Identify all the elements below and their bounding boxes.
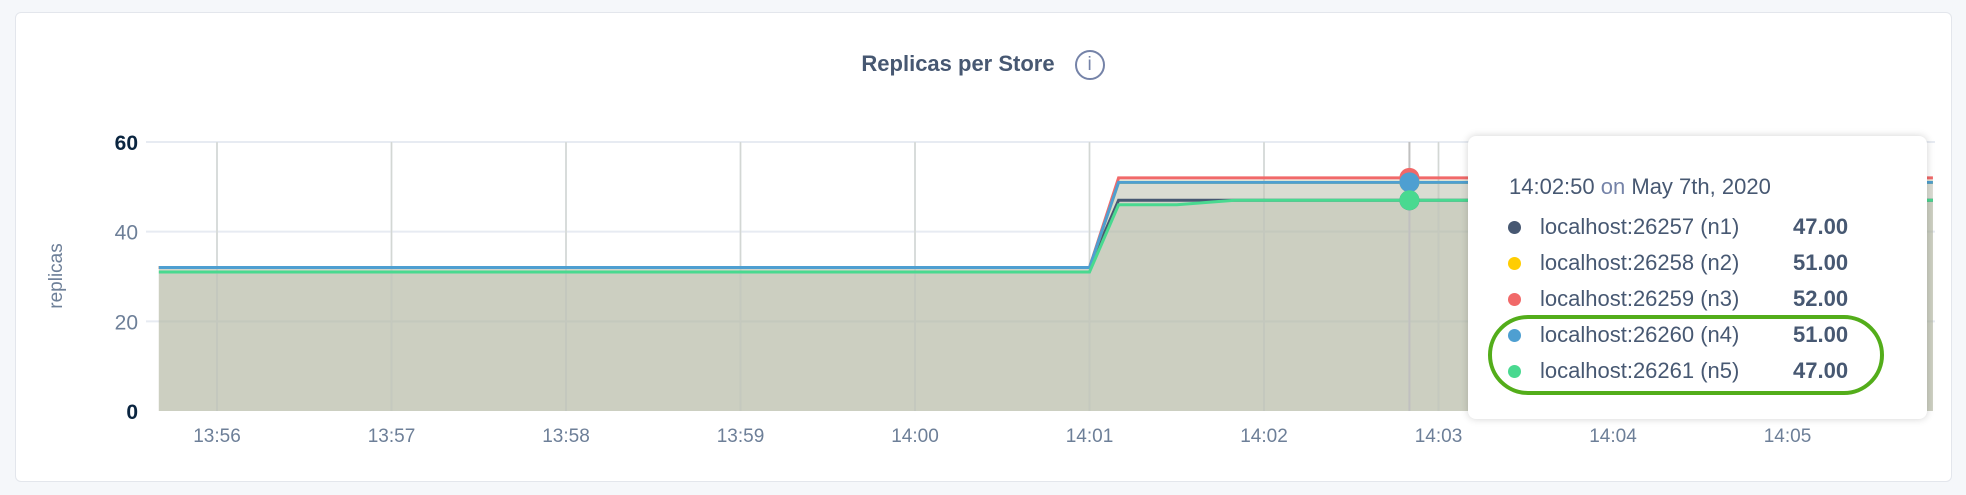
tooltip-row-label: localhost:26261 (n5) (1540, 358, 1740, 383)
tooltip-header: 14:02:50 on May 7th, 2020 (1509, 174, 1771, 200)
tooltip-row: localhost:26259 (n3) 52.00 (1508, 284, 1908, 314)
x-tick-label: 13:58 (542, 426, 590, 447)
series-dot-icon (1508, 257, 1521, 270)
tooltip-row-value: 47.00 (1793, 358, 1849, 383)
x-tick-label: 13:59 (717, 426, 765, 447)
x-tick-label: 14:01 (1066, 426, 1114, 447)
tooltip-time: 14:02:50 (1509, 174, 1595, 199)
tooltip-row-value: 52.00 (1793, 286, 1849, 311)
x-tick-label: 13:57 (368, 426, 416, 447)
y-axis-label: replicas (46, 243, 67, 308)
y-tick-label: 40 (115, 222, 138, 245)
tooltip-row-label: localhost:26258 (n2) (1540, 250, 1740, 275)
tooltip-row: localhost:26260 (n4) 51.00 (1508, 320, 1908, 350)
tooltip-row-label: localhost:26257 (n1) (1540, 214, 1740, 239)
tooltip-row: localhost:26257 (n1) 47.00 (1508, 212, 1908, 242)
chart-title-text: Replicas per Store (861, 50, 1055, 76)
series-dot-icon (1508, 221, 1521, 234)
x-tick-label: 14:02 (1240, 426, 1288, 447)
highlight-ellipse (1488, 315, 1884, 395)
series-line (158, 198, 1933, 274)
series-dot-icon (1508, 293, 1521, 306)
x-tick-label: 14:05 (1764, 426, 1812, 447)
x-tick-label: 14:00 (891, 426, 939, 447)
tooltip-row-label: localhost:26259 (n3) (1540, 286, 1740, 311)
y-tick-label: 20 (115, 311, 138, 334)
y-tick-label: 0 (126, 401, 138, 424)
tooltip-on: on (1600, 174, 1626, 199)
tooltip-date: May 7th, 2020 (1631, 174, 1771, 199)
y-tick-label: 60 (115, 132, 138, 155)
chart-title: Replicas per Store i (0, 50, 1966, 80)
tooltip-row: localhost:26258 (n2) 51.00 (1508, 248, 1908, 278)
tooltip-row-label: localhost:26260 (n4) (1540, 322, 1740, 347)
tooltip-row-value: 47.00 (1793, 214, 1849, 239)
info-icon[interactable]: i (1074, 50, 1105, 80)
x-tick-label: 14:04 (1589, 426, 1637, 447)
x-tick-label: 14:03 (1415, 426, 1463, 447)
x-tick-label: 13:56 (193, 426, 241, 447)
hover-point (1399, 172, 1420, 193)
hover-point (1399, 190, 1420, 211)
tooltip-row-value: 51.00 (1793, 250, 1849, 275)
tooltip-row-value: 51.00 (1793, 322, 1849, 347)
